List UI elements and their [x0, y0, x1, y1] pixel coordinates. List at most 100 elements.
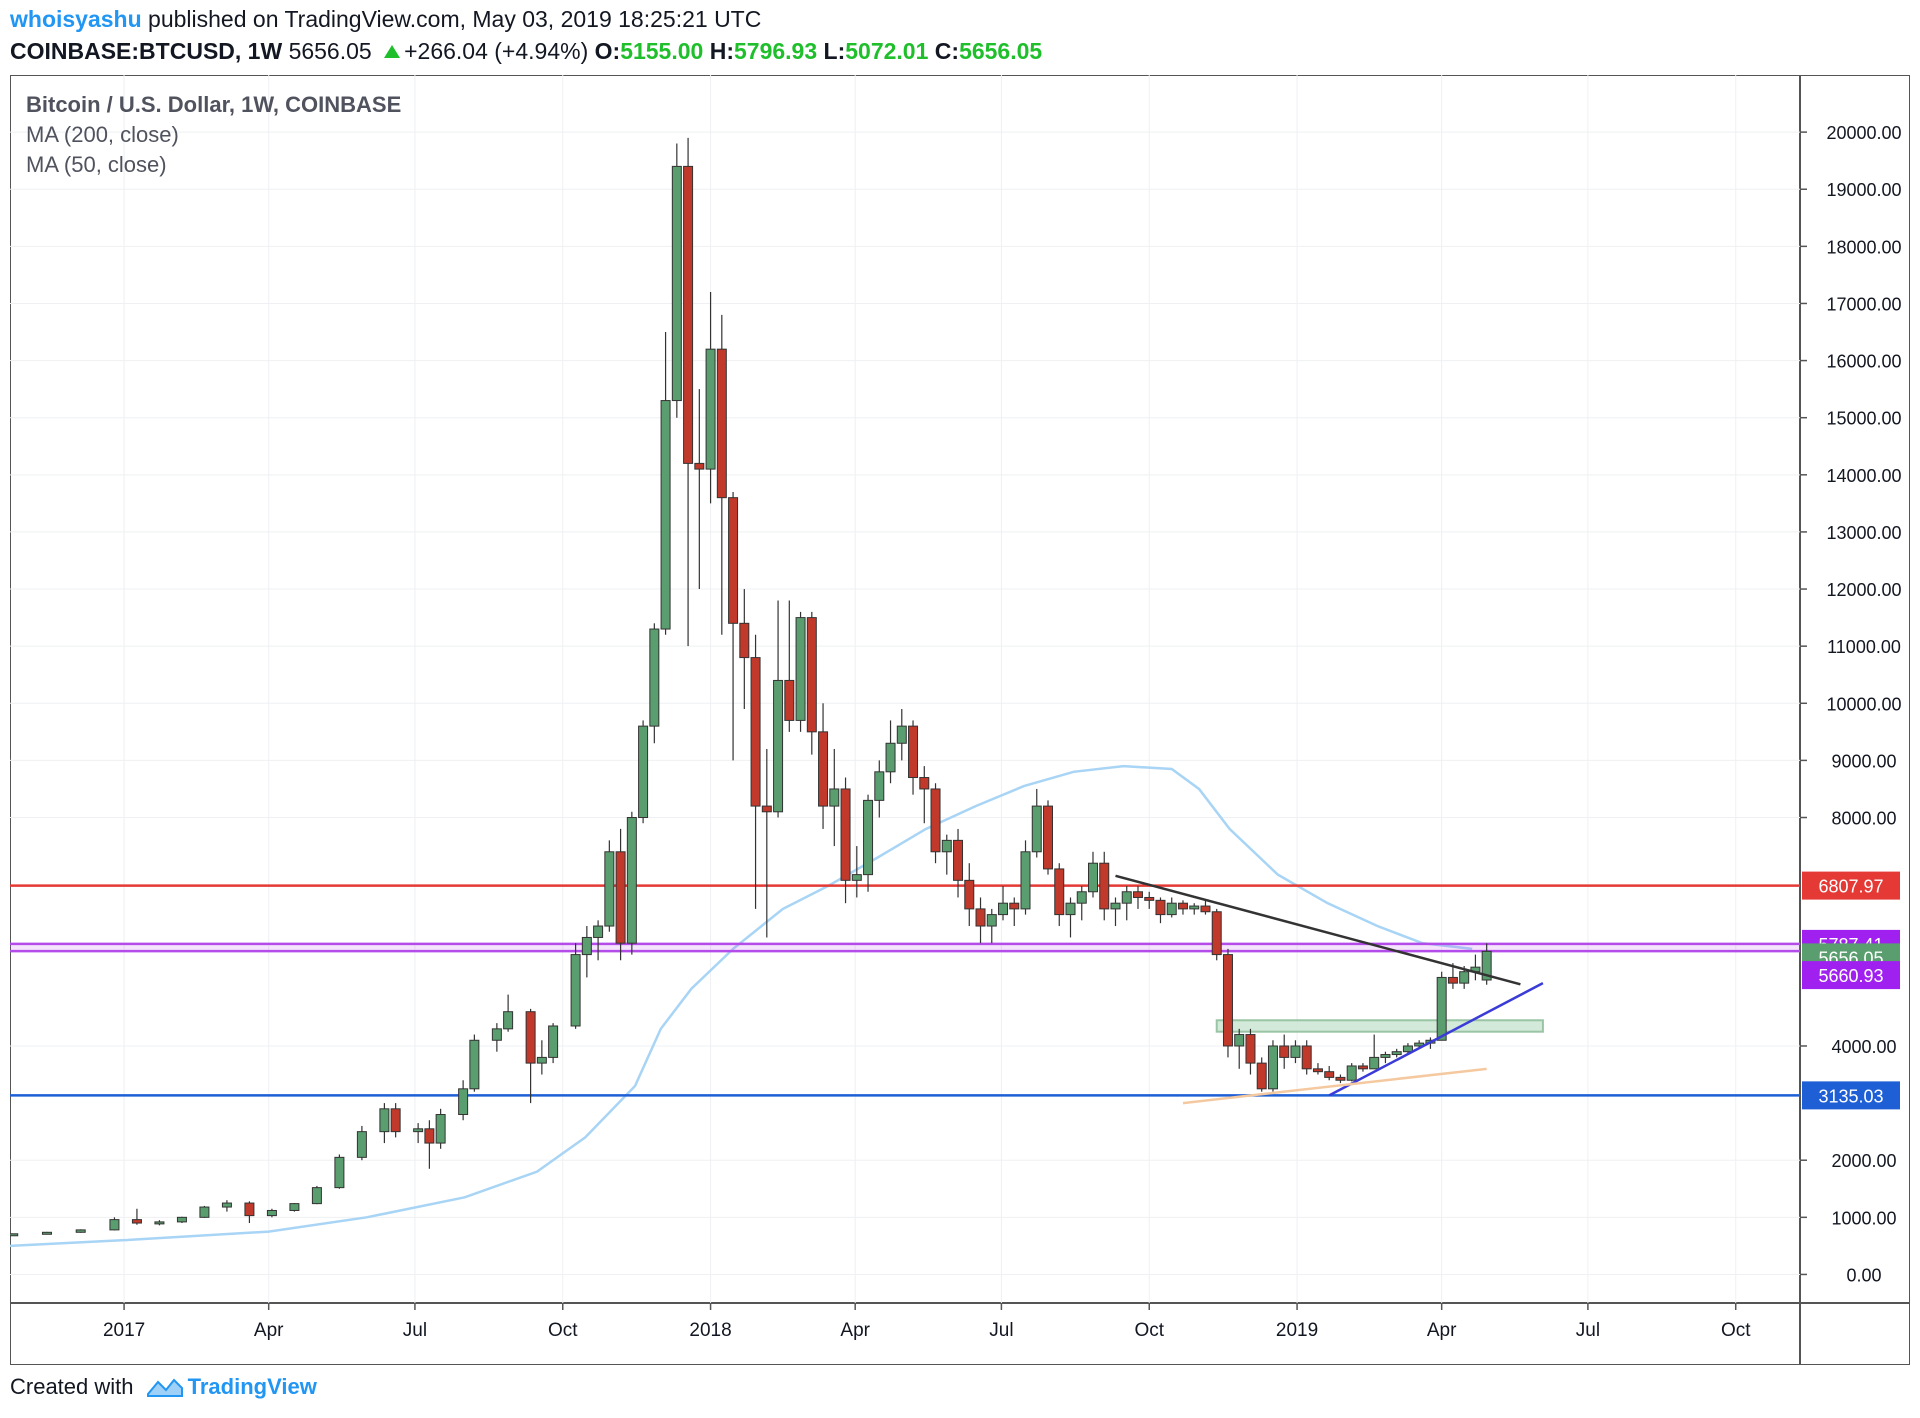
candle [379, 1103, 390, 1144]
candle-body [1189, 905, 1200, 910]
price-label: 5660.93 [1802, 961, 1900, 990]
candle-body [795, 617, 806, 721]
candle [1245, 1028, 1256, 1075]
candle-body [705, 348, 716, 470]
candle-body [1481, 950, 1492, 981]
candle [604, 840, 615, 932]
tradingview-brand[interactable]: TradingView [187, 1374, 317, 1399]
candle [1200, 900, 1211, 915]
candle-body [424, 1128, 435, 1144]
candle-body [311, 1187, 322, 1205]
candle [1132, 886, 1143, 909]
candle [818, 703, 829, 829]
candle [953, 828, 964, 898]
candle-body [379, 1108, 390, 1133]
author-link[interactable]: whoisyashu [10, 6, 142, 32]
price-label-text: 3135.03 [1818, 1086, 1883, 1106]
candle-body [581, 936, 592, 956]
candle [919, 766, 930, 824]
candle-body [1132, 891, 1143, 898]
y-tick-label: 9000.00 [1831, 751, 1896, 771]
y-tick-label: 18000.00 [1826, 237, 1901, 257]
candle [1054, 863, 1065, 927]
x-tick-label: Apr [840, 1320, 870, 1341]
candle [795, 611, 806, 732]
publish-header: whoisyashu published on TradingView.com,… [10, 6, 761, 33]
candle-body [413, 1128, 424, 1133]
candle [930, 783, 941, 864]
candle [941, 834, 952, 875]
interval: 1W [247, 38, 283, 64]
candle [908, 720, 919, 795]
candle-body [930, 788, 941, 853]
candle [536, 1040, 547, 1075]
candle-body [1009, 902, 1020, 910]
y-tick-label: 1000.00 [1831, 1208, 1896, 1228]
horizontal-levels [10, 884, 1800, 1097]
candle [1110, 897, 1121, 927]
candle-body [176, 1216, 187, 1223]
candle [683, 137, 694, 647]
candle [154, 1220, 165, 1226]
candle-body [1279, 1045, 1290, 1058]
time-axis[interactable]: 2017 Apr Jul Oct 2018 Apr Jul Oct 2019 Apr Jul Oct [103, 1303, 1751, 1341]
candlesticks [10, 137, 1492, 1237]
candle [1031, 788, 1042, 858]
candle [1076, 886, 1087, 921]
candle [1369, 1034, 1380, 1070]
candle-body [1211, 911, 1222, 956]
candle [1166, 897, 1177, 918]
candle-body [525, 1011, 536, 1064]
candle-body [1301, 1045, 1312, 1070]
y-tick-label: 19000.00 [1826, 180, 1901, 200]
candle-body [626, 817, 637, 944]
candle-body [638, 725, 649, 819]
candle-body [660, 400, 671, 630]
candle [41, 1231, 52, 1235]
tradingview-logo-icon [146, 1378, 183, 1397]
price-axis[interactable]: 20000.00 19000.00 18000.00 17000.00 16000.00… [1800, 123, 1902, 1285]
ma50-legend[interactable]: MA (50, close) [26, 152, 167, 177]
candle [1391, 1048, 1402, 1058]
candle [874, 760, 885, 818]
candle [716, 314, 727, 635]
candle-body [1324, 1071, 1335, 1078]
up-arrow-icon [384, 45, 401, 58]
candle [525, 1008, 536, 1104]
candle [458, 1080, 469, 1121]
candle-body [131, 1219, 142, 1224]
ma200-legend[interactable]: MA (200, close) [26, 122, 179, 147]
candle-body [244, 1202, 255, 1217]
candle-body [356, 1131, 367, 1158]
candle [570, 943, 581, 1029]
candle-body [1177, 902, 1188, 910]
chart-canvas[interactable]: 20000.00 19000.00 18000.00 17000.00 16000.00… [10, 75, 1910, 1365]
candle [548, 1023, 559, 1064]
symbol: COINBASE:BTCUSD [10, 38, 235, 64]
candle-body [1346, 1065, 1357, 1081]
close-label: C: [934, 38, 960, 64]
x-tick-label: Apr [1427, 1320, 1457, 1341]
candle-body [919, 777, 930, 790]
y-tick-label: 11000.00 [1827, 637, 1901, 657]
candle [1279, 1034, 1290, 1069]
x-tick-label: 2017 [103, 1320, 145, 1341]
candle [773, 600, 784, 818]
chart-border [10, 75, 1910, 1365]
close-value: 5656.05 [959, 38, 1043, 64]
y-tick-label: 2000.00 [1831, 1151, 1896, 1171]
candle-body [1155, 899, 1166, 916]
candle [986, 908, 997, 944]
candle [649, 623, 660, 744]
y-tick-label: 13000.00 [1826, 523, 1901, 543]
candle-body [941, 839, 952, 853]
price-label-bg [1802, 871, 1900, 900]
y-tick-label: 10000.00 [1826, 694, 1901, 714]
candle [728, 491, 739, 761]
trendline-ma-short [1182, 1067, 1487, 1105]
candle [75, 1229, 86, 1233]
candle [1222, 948, 1233, 1058]
candle-body [458, 1088, 469, 1116]
price-label-bg [1802, 961, 1900, 990]
created-with: Created with [10, 1374, 134, 1399]
